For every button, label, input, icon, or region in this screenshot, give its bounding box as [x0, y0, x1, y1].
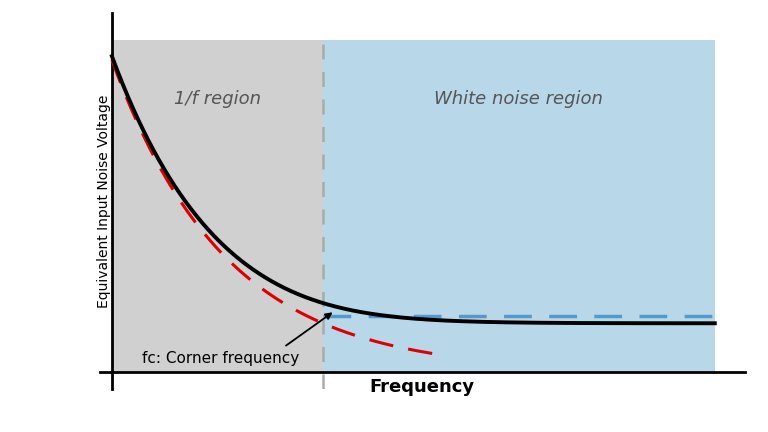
Bar: [112, 40, 323, 372]
Text: White noise region: White noise region: [435, 90, 604, 108]
X-axis label: Frequency: Frequency: [370, 378, 475, 396]
Bar: [323, 40, 715, 372]
Y-axis label: Equivalent Input Noise Voltage: Equivalent Input Noise Voltage: [97, 94, 111, 308]
Text: 1/f region: 1/f region: [174, 90, 261, 108]
Text: fc: Corner frequency: fc: Corner frequency: [142, 350, 300, 365]
